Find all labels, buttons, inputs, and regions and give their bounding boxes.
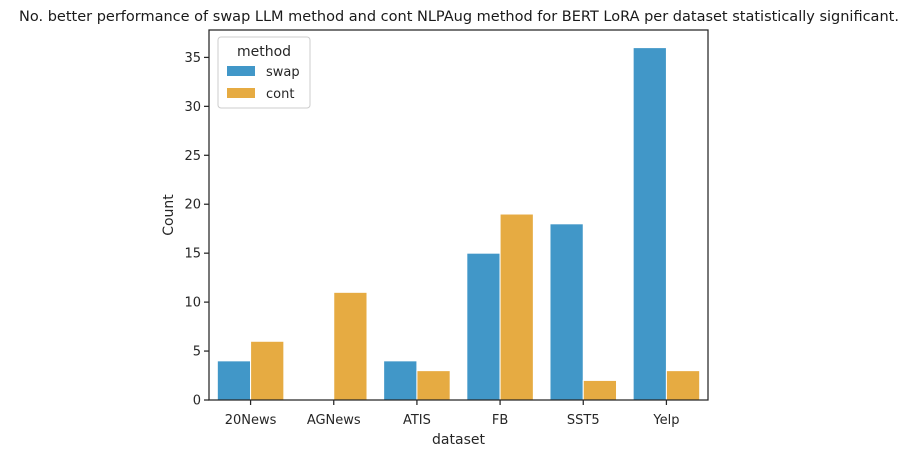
bar-cont-20News [250, 340, 285, 401]
legend-title: method [237, 44, 291, 60]
x-tick-label-1: AGNews [307, 413, 361, 428]
bar-swap-ATIS [383, 360, 418, 401]
x-axis-label: dataset [432, 432, 485, 448]
bar-swap-FB [466, 252, 501, 401]
legend-swatch-cont [227, 88, 255, 98]
legend: method swap cont [217, 36, 311, 109]
x-tick-label-5: Yelp [652, 413, 679, 428]
legend-label-cont: cont [266, 87, 294, 102]
x-tick-label-0: 20News [225, 413, 277, 428]
x-tick-label-4: SST5 [567, 413, 600, 428]
y-tick-label-3: 15 [184, 247, 201, 262]
x-tick-label-3: FB [492, 413, 508, 428]
plot-frame [208, 29, 709, 401]
y-tick-label-0: 0 [193, 394, 201, 409]
y-axis-label: Count [161, 194, 177, 236]
legend-label-swap: swap [266, 65, 300, 80]
bars-layer [216, 47, 701, 401]
bar-cont-FB [499, 213, 534, 401]
chart-title: No. better performance of swap LLM metho… [19, 9, 899, 25]
x-axis: 20News AGNews ATIS FB SST5 Yelp [225, 400, 679, 428]
bar-cont-Yelp [665, 370, 701, 401]
y-tick-label-4: 20 [184, 198, 201, 213]
bar-swap-SST5 [549, 223, 584, 401]
y-tick-label-2: 10 [184, 296, 201, 311]
bar-cont-ATIS [416, 370, 451, 401]
y-tick-label-7: 35 [184, 51, 201, 66]
bar-cont-SST5 [582, 379, 618, 401]
bar-swap-Yelp [632, 47, 667, 401]
y-tick-label-6: 30 [184, 100, 201, 115]
bar-cont-AGNews [333, 291, 368, 401]
bar-swap-20News [216, 360, 252, 401]
x-tick-label-2: ATIS [403, 413, 431, 428]
y-axis: 0 5 10 15 20 25 30 35 [184, 51, 209, 409]
y-tick-label-5: 25 [184, 149, 201, 164]
legend-swatch-swap [227, 66, 255, 76]
y-tick-label-1: 5 [193, 345, 201, 360]
